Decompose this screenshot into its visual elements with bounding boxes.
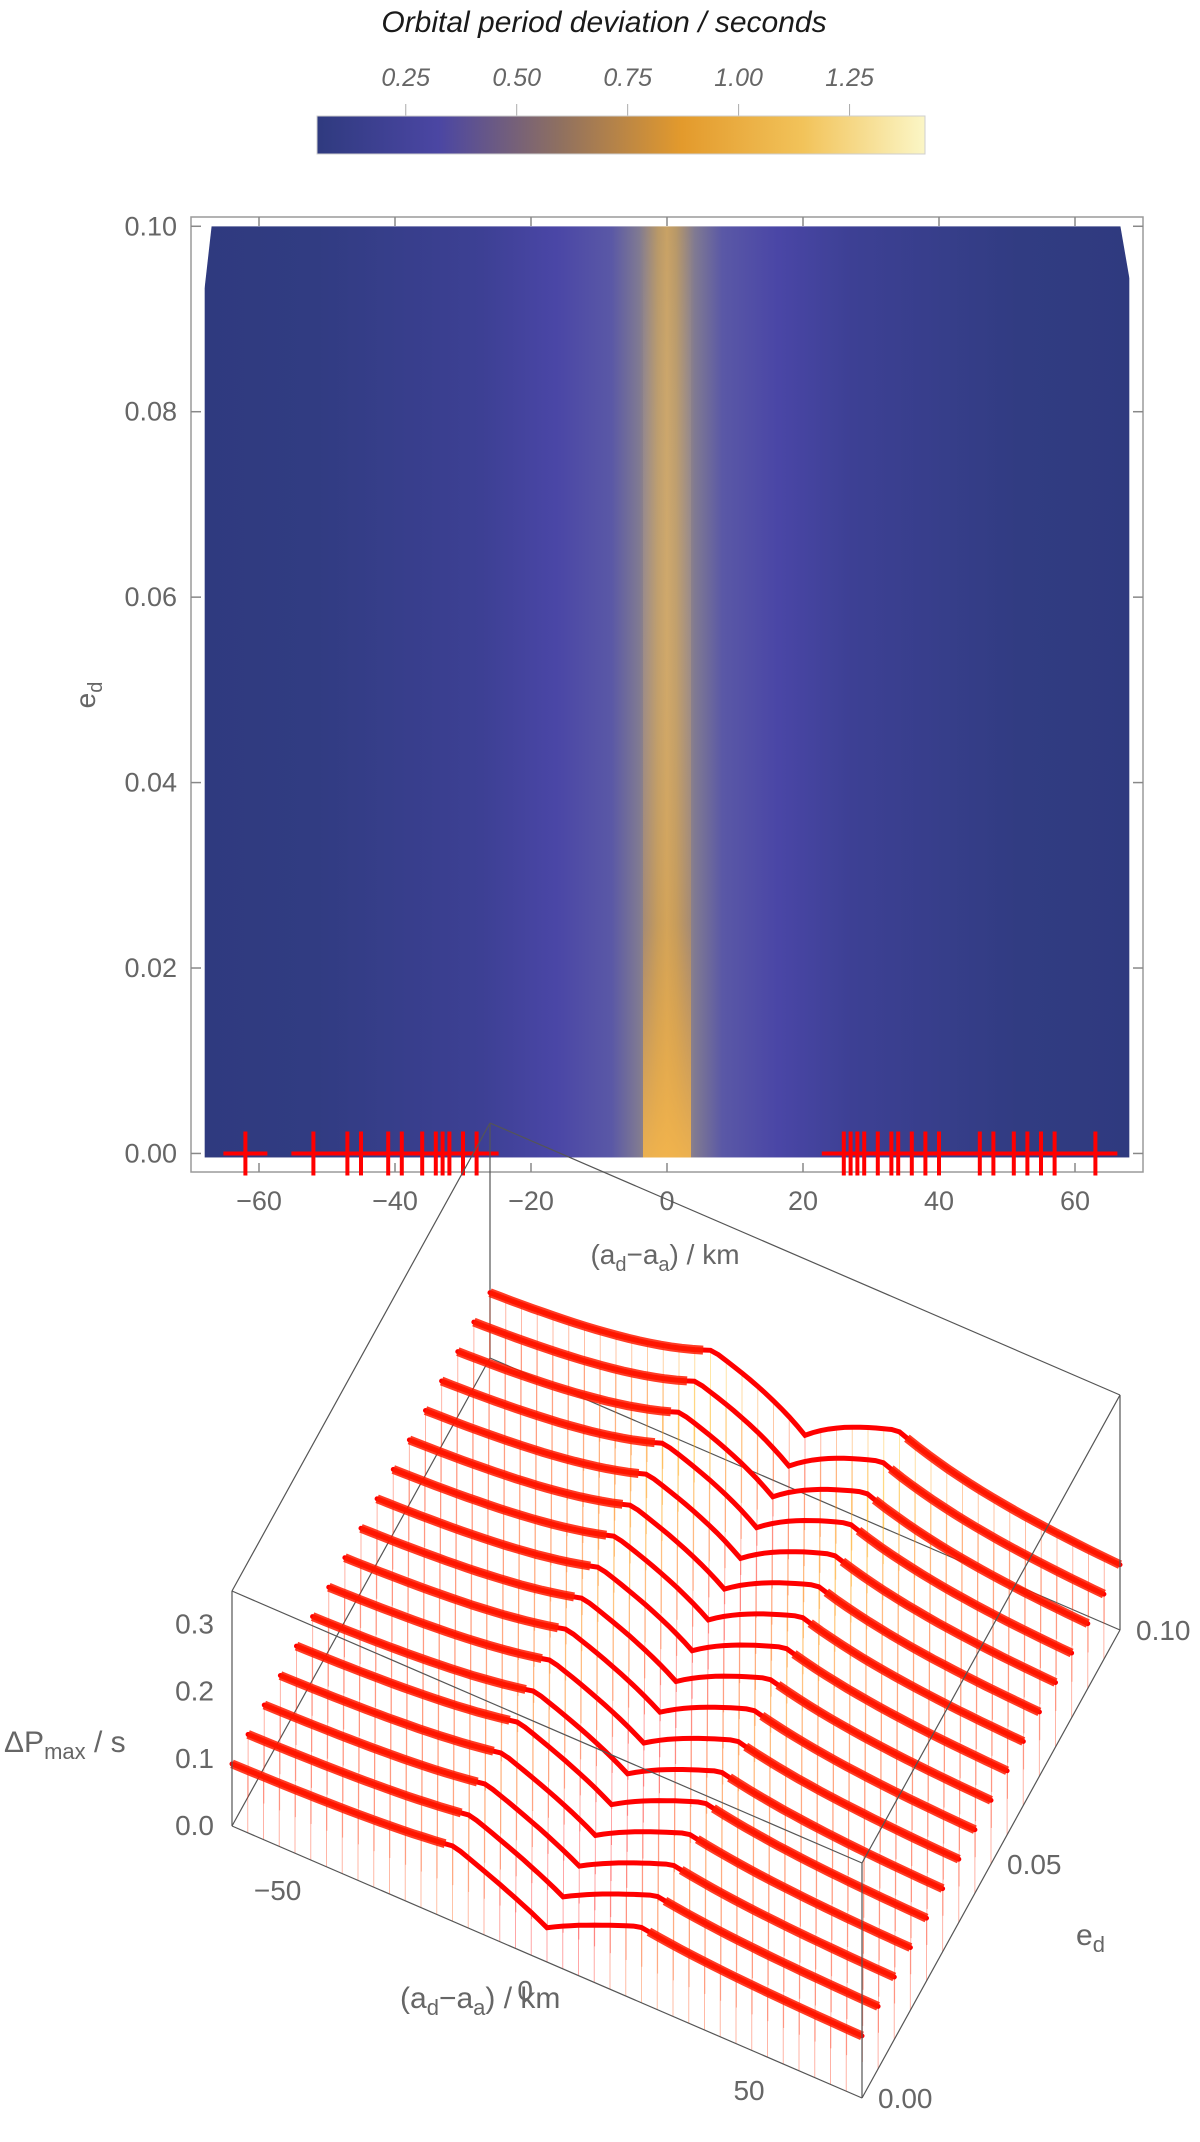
surface-plateau-line <box>359 1524 575 1602</box>
heatmap-y-tick-label: 0.06 <box>124 582 177 612</box>
colorbar-gradient <box>316 115 926 155</box>
surface-plateau-line <box>711 1804 929 1923</box>
surface-z-axis-label: ΔPmax / s <box>4 1726 126 1764</box>
surface-plateau-line <box>823 1588 1042 1716</box>
surface-x-tick-label: 0 <box>517 1975 533 2006</box>
surface-plateau-line <box>678 1866 897 1982</box>
surface-plateau-line <box>791 1650 1010 1775</box>
surface-plateau-line <box>407 1435 624 1509</box>
heatmap-x-axis-label: (ad−aa) / km <box>590 1239 739 1276</box>
colorbar: Orbital period deviation / seconds 0.25 0… <box>316 6 926 155</box>
surface-plateau-line <box>246 1730 463 1818</box>
surface-plateau-line <box>456 1347 672 1417</box>
surface-plateau-line <box>694 1835 913 1952</box>
colorbar-tick-label: 1.25 <box>825 64 874 92</box>
surface-ticks: 0.0 0.1 0.2 0.3 −50 0 50 0.00 0.05 0.10 <box>175 1609 1190 2114</box>
surface-plateau-line <box>662 1896 880 2011</box>
colorbar-tick-label: 0.75 <box>603 64 652 92</box>
surface-z-tick-label: 0.0 <box>175 1810 214 1841</box>
box-edge <box>489 1122 1121 1396</box>
surface-plateau-line <box>472 1317 688 1386</box>
surface-plateau-line <box>855 1527 1074 1658</box>
surface-plateau-line <box>310 1612 527 1694</box>
box-edge <box>231 1122 491 1592</box>
surface-plateau-line <box>807 1619 1026 1746</box>
heatmap-y-tick-label: 0.00 <box>124 1138 177 1168</box>
surface-plateau-line <box>278 1671 495 1756</box>
surface-plateau-line <box>391 1465 607 1540</box>
surface-plateau-line <box>727 1773 945 1893</box>
surface-plateau-line <box>759 1712 977 1834</box>
heatmap-panel: −60 −40 −20 0 20 40 60 0.00 0.02 0.04 0.06 0.08 0.1… <box>70 211 1144 1276</box>
surface-y-tick-label: 0.05 <box>1007 1849 1062 1880</box>
heatmap-x-tick-label: −60 <box>236 1186 282 1216</box>
heatmap-x-tick-label: 20 <box>788 1186 818 1216</box>
colorbar-tick-labels: 0.25 0.50 0.75 1.00 1.25 <box>381 64 874 116</box>
surface-plateau-line <box>488 1288 704 1355</box>
heatmap-y-tick-label: 0.04 <box>124 768 177 798</box>
heatmap-x-tick-label: 0 <box>659 1186 674 1216</box>
heatmap-x-tick-label: −20 <box>508 1186 554 1216</box>
colorbar-tick-label: 1.00 <box>714 64 763 92</box>
surface-plateau-line <box>904 1434 1122 1569</box>
surface-x-tick-label: 50 <box>733 2075 764 2106</box>
box-edge <box>231 1590 863 1864</box>
surface-plateau-line <box>888 1465 1106 1599</box>
surface-plateau-line <box>343 1553 559 1633</box>
heatmap-x-tick-label: −40 <box>372 1186 418 1216</box>
surface-plateau-line <box>423 1406 640 1478</box>
colorbar-tick-label: 0.25 <box>381 64 430 92</box>
surface-plateau-line <box>262 1700 479 1787</box>
heatmap-y-tick-label: 0.08 <box>124 397 177 427</box>
surface-plateau-line <box>439 1376 656 1448</box>
surface-plateau-line <box>839 1557 1058 1687</box>
surface-plateau-line <box>871 1496 1090 1628</box>
surface-plateau-line <box>646 1927 864 2041</box>
surface-plateau-line <box>375 1494 591 1571</box>
surface-y-tick-label: 0.10 <box>1136 1615 1191 1646</box>
surface-plateau-line <box>327 1583 543 1663</box>
box-edge <box>861 1394 1121 1864</box>
heatmap-x-tick-label: 60 <box>1060 1186 1090 1216</box>
box-edge <box>231 1825 863 2099</box>
surface-plateau-line <box>294 1641 511 1725</box>
box-edge <box>861 1629 1121 2099</box>
heatmap-x-ticks: −60 −40 −20 0 20 40 60 <box>236 217 1090 1216</box>
surface-y-axis-label: ed <box>1076 1919 1105 1957</box>
surface-x-tick-label: −50 <box>254 1875 302 1906</box>
heatmap-core-glow <box>643 226 691 1158</box>
heatmap-surface <box>204 226 1130 1158</box>
heatmap-y-tick-label: 0.02 <box>124 953 177 983</box>
surface-z-tick-label: 0.1 <box>175 1743 214 1774</box>
surface-mesh <box>229 1288 1123 2098</box>
surface-plateau-line <box>230 1759 447 1849</box>
surface-z-tick-label: 0.2 <box>175 1676 214 1707</box>
heatmap-x-tick-label: 40 <box>924 1186 954 1216</box>
colorbar-title: Orbital period deviation / seconds <box>381 6 826 39</box>
surface-box-front-edges <box>231 1394 1121 2099</box>
surface-plateau-line <box>775 1681 993 1805</box>
surface-x-axis-label: (ad−aa) / km <box>400 1982 560 2020</box>
surface-z-tick-label: 0.3 <box>175 1609 214 1640</box>
heatmap-markers <box>223 1131 1118 1176</box>
surface-panel: 0.0 0.1 0.2 0.3 −50 0 50 0.00 0.05 0.10 ΔPmax / s… <box>4 1122 1191 2114</box>
surface-plateau-line <box>743 1742 961 1864</box>
heatmap-y-tick-label: 0.10 <box>124 211 177 241</box>
surface-y-tick-label: 0.00 <box>878 2083 933 2114</box>
heatmap-y-axis-label: ed <box>70 682 107 709</box>
heatmap-y-ticks: 0.00 0.02 0.04 0.06 0.08 0.10 <box>124 211 1143 1168</box>
colorbar-tick-label: 0.50 <box>492 64 541 92</box>
